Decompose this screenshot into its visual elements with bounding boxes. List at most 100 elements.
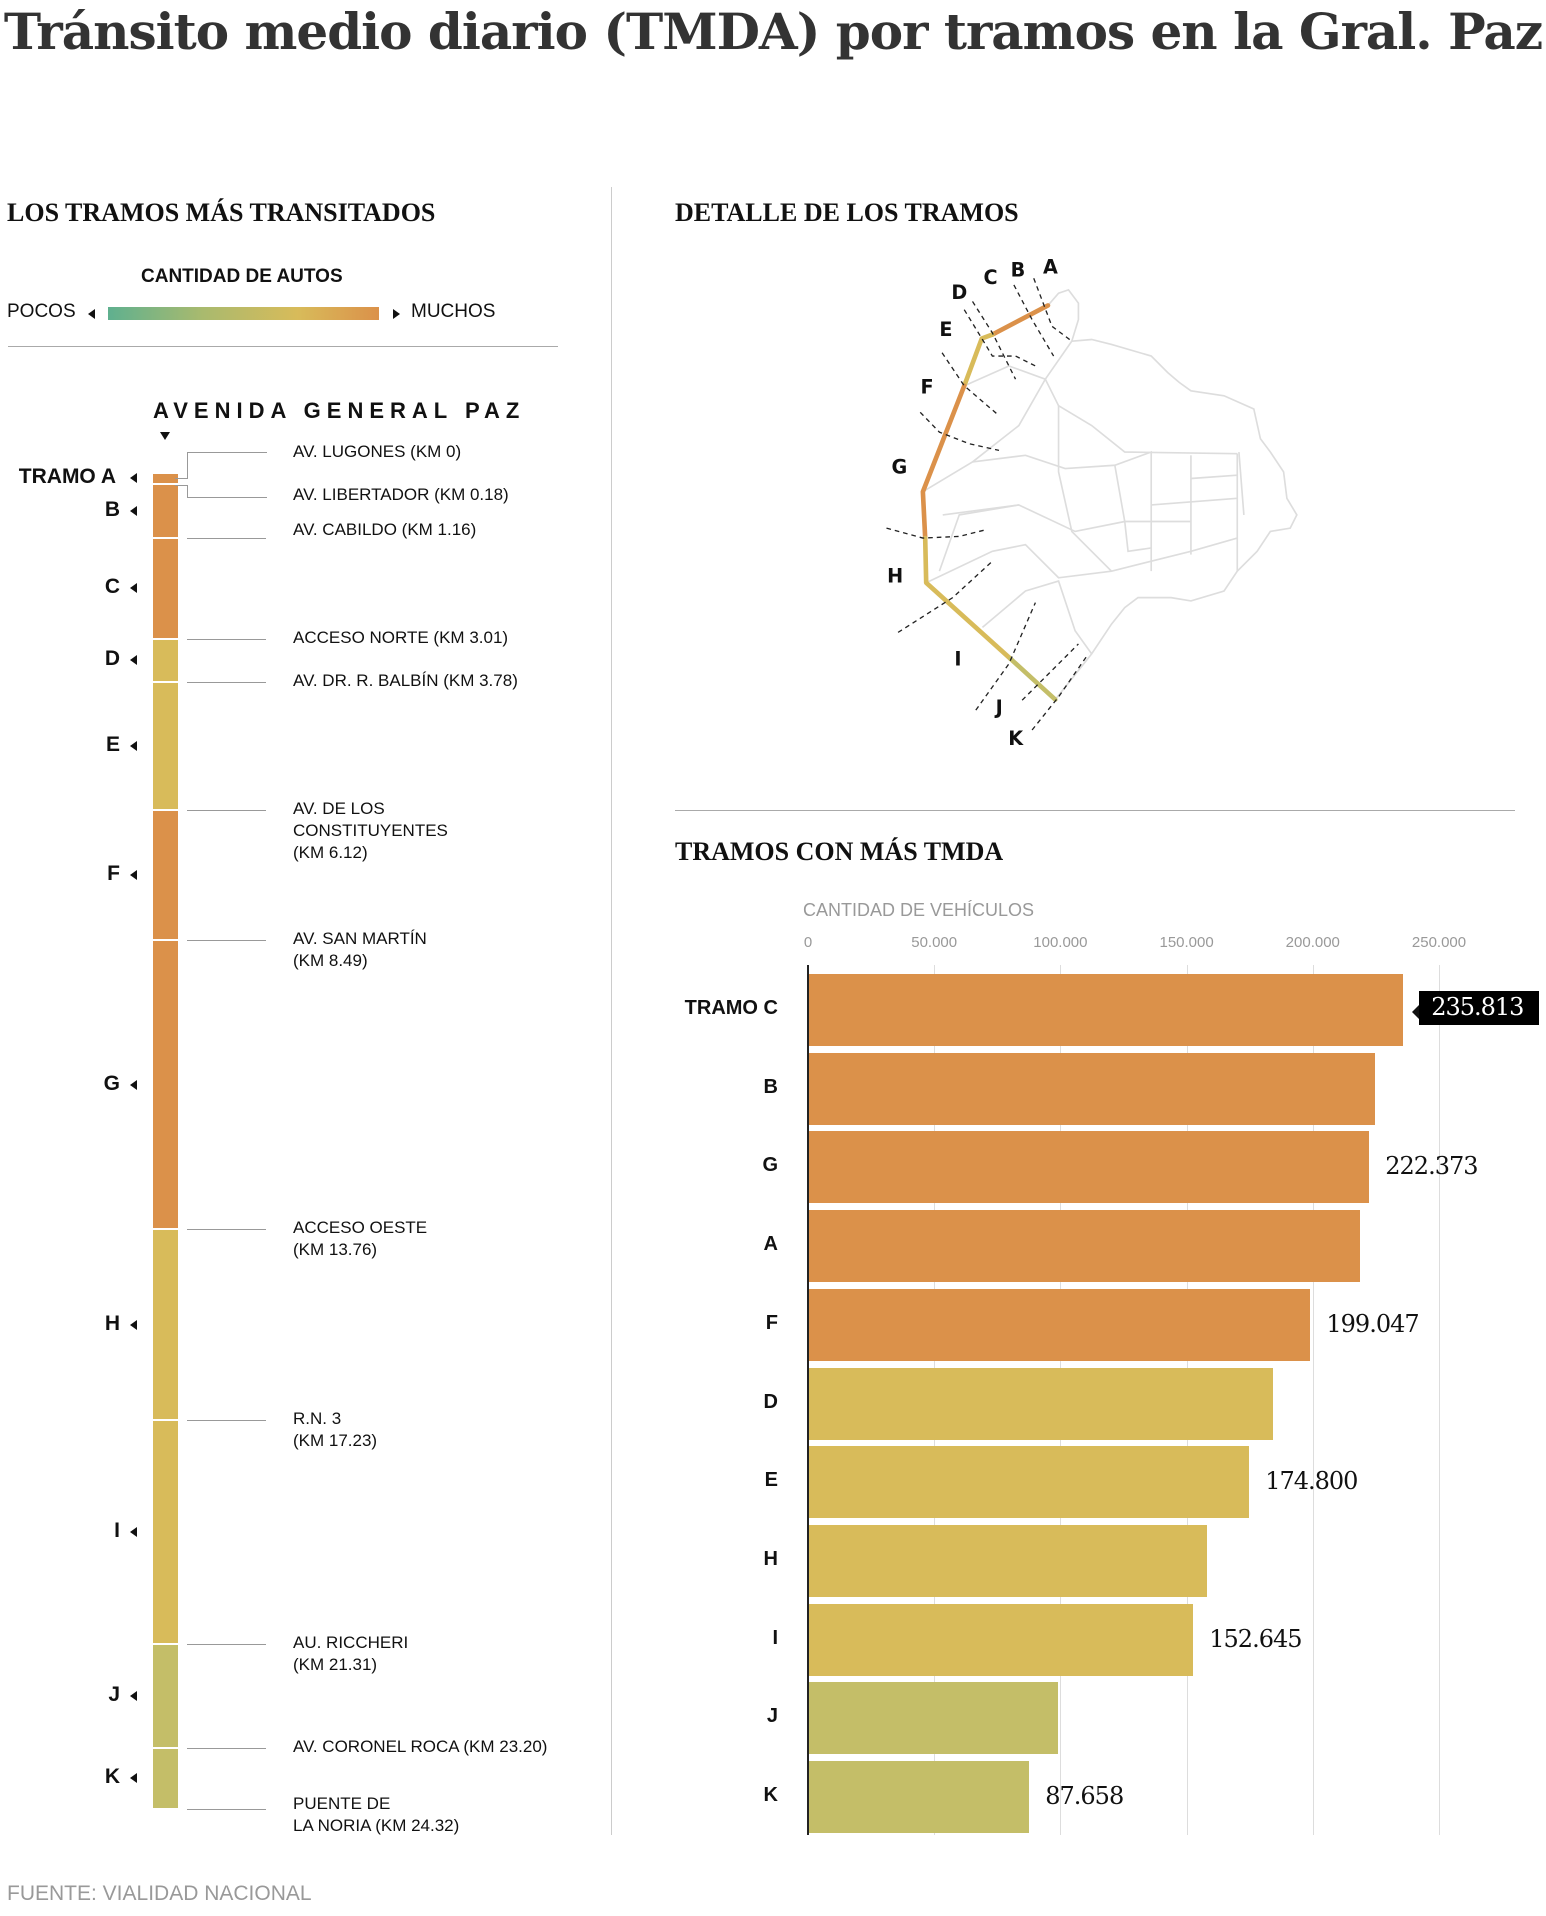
tramo-label-c: C xyxy=(104,575,120,599)
map-label-g: G xyxy=(891,456,907,479)
x-tick-label: 0 xyxy=(803,934,813,951)
map-label-j: J xyxy=(994,696,1003,719)
tramo-segment-h xyxy=(153,1230,178,1419)
tramo-segment-d xyxy=(153,640,178,681)
category-label: J xyxy=(766,1705,778,1728)
tramo-label-b: B xyxy=(104,497,120,521)
stop-label: AV. CABILDO (KM 1.16) xyxy=(293,519,477,539)
category-label: I xyxy=(772,1626,778,1649)
category-label: G xyxy=(762,1154,778,1177)
stop-line xyxy=(187,940,266,942)
pointer-icon xyxy=(1412,1005,1420,1019)
map-label-i: I xyxy=(954,647,961,670)
bar-i xyxy=(808,1603,1194,1676)
category-label: K xyxy=(763,1784,778,1806)
value-label: 199.047 xyxy=(1326,1309,1419,1338)
stop-label: AV. LIBERTADOR (KM 0.18) xyxy=(293,485,509,504)
tramo-segment-b xyxy=(153,484,178,537)
stop-label: PUENTE DE LA NORIA (KM 24.32) xyxy=(293,1794,460,1836)
bar-h xyxy=(808,1524,1207,1597)
map-segment-h-i xyxy=(922,535,1013,662)
stop-line xyxy=(187,809,266,811)
bracket-line xyxy=(187,485,267,498)
bar-d xyxy=(808,1367,1273,1440)
stop-label: AV. DR. R. BALBÍN (KM 3.78) xyxy=(293,670,518,690)
tramo-label-f: F xyxy=(107,862,120,886)
city-outline xyxy=(922,288,1298,701)
map-label-f: F xyxy=(921,375,934,398)
tramo-segment-e xyxy=(153,682,178,809)
stop-line xyxy=(187,639,266,641)
stop-line xyxy=(187,537,266,539)
tramo-label-e: E xyxy=(105,732,120,756)
legend-high-label: MUCHOS xyxy=(411,301,496,322)
category-label: E xyxy=(764,1469,778,1492)
tramo-label-a: TRAMO A xyxy=(18,465,116,489)
value-label: 174.800 xyxy=(1265,1467,1358,1496)
bracket-line xyxy=(175,478,187,479)
arrow-left-icon xyxy=(130,870,137,881)
legend-title: CANTIDAD DE AUTOS xyxy=(141,266,343,287)
value-label: 87.658 xyxy=(1045,1782,1124,1810)
stop-line xyxy=(187,1747,266,1749)
bar-k xyxy=(808,1761,1030,1833)
stop-label: R.N. 3 (KM 17.23) xyxy=(293,1408,378,1450)
tramo-segment-c xyxy=(153,538,178,639)
arrow-left-icon xyxy=(130,473,137,484)
x-tick-label: 50.000 xyxy=(911,934,958,951)
tramo-segment-a xyxy=(153,474,178,483)
bar-e xyxy=(808,1446,1250,1519)
color-scale-gradient xyxy=(108,307,379,320)
map-label-k: K xyxy=(1008,727,1024,750)
tramo-label-j: J xyxy=(108,1682,120,1706)
tramo-label-g: G xyxy=(103,1071,120,1095)
x-tick-label: 200.000 xyxy=(1285,934,1340,951)
left-heading: LOS TRAMOS MÁS TRANSITADOS xyxy=(7,198,436,227)
stop-label: AV. LUGONES (KM 0) xyxy=(293,442,462,461)
stop-line xyxy=(187,1643,266,1645)
map-segment-f-g xyxy=(920,383,967,541)
bracket-line xyxy=(175,485,187,486)
stop-line xyxy=(187,1229,266,1231)
value-label: 152.645 xyxy=(1209,1624,1302,1653)
arrow-left-icon xyxy=(130,505,137,516)
map-segment-d-e xyxy=(961,332,995,389)
bar-b xyxy=(808,1052,1375,1125)
vertical-divider xyxy=(611,187,612,1835)
bar-j xyxy=(808,1682,1058,1755)
y-axis-line xyxy=(807,965,809,1835)
source-note: FUENTE: VIALIDAD NACIONAL xyxy=(7,1882,312,1905)
stop-label: ACCESO OESTE (KM 13.76) xyxy=(293,1218,428,1260)
divider xyxy=(675,810,1515,811)
tramo-segment-j xyxy=(153,1644,178,1747)
value-label: 222.373 xyxy=(1385,1152,1478,1181)
category-label: D xyxy=(763,1390,778,1413)
arrow-left-icon xyxy=(130,740,137,751)
tramo-segment-i xyxy=(153,1420,178,1643)
gridline xyxy=(1439,965,1440,1835)
x-tick-label: 100.000 xyxy=(1033,934,1088,951)
tramo-boundaries xyxy=(886,278,1089,731)
stop-line xyxy=(187,1419,266,1421)
bar-f xyxy=(808,1288,1311,1361)
arrow-left-icon xyxy=(130,1526,137,1537)
avenue-label: AVENIDA GENERAL PAZ xyxy=(153,398,526,423)
map-label-c: C xyxy=(983,266,997,289)
category-label: A xyxy=(763,1233,778,1256)
category-label: B xyxy=(763,1075,778,1098)
bar-tramo-c xyxy=(808,974,1404,1046)
category-label: H xyxy=(763,1547,778,1570)
arrow-left-icon xyxy=(130,655,137,666)
map-label-e: E xyxy=(939,318,952,341)
stop-line xyxy=(187,681,266,683)
category-label: TRAMO C xyxy=(684,997,778,1019)
stop-label: AV. SAN MARTÍN (KM 8.49) xyxy=(293,929,427,971)
legend-low-label: POCOS xyxy=(7,301,76,322)
value-label-highlight: 235.813 xyxy=(1419,991,1540,1025)
x-axis-label: CANTIDAD DE VEHÍCULOS xyxy=(803,900,1035,920)
tramo-label-h: H xyxy=(104,1311,120,1335)
tramo-label-i: I xyxy=(114,1518,120,1542)
tramo-segment-g xyxy=(153,941,178,1229)
arrow-left-icon xyxy=(130,1319,137,1330)
